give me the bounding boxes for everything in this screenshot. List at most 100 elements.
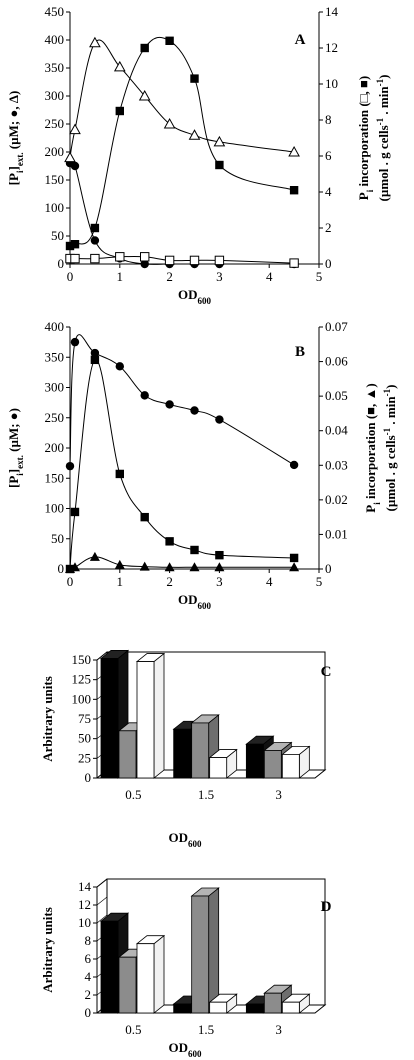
- data-point-filled-square: [140, 512, 149, 522]
- x-tick-label: 2: [166, 269, 173, 284]
- y-right-tick-label: 8: [325, 112, 332, 127]
- data-point-open-triangle: [113, 60, 126, 72]
- x-tick-label: 5: [316, 269, 323, 284]
- y-right-title-units-part: -1: [382, 388, 392, 396]
- y-right-tick-label: 6: [325, 148, 332, 163]
- y-tick-label: 50: [78, 731, 91, 746]
- x-tick-label: 0: [67, 574, 74, 589]
- y-axis-title: Arbitrary units: [40, 676, 55, 762]
- x-axis-title: OD600: [169, 830, 203, 849]
- y-right-tick-label: 12: [325, 40, 338, 55]
- panel-B: 0 1 2 3 4 505010015020025030035040000.010.020…: [6, 319, 398, 611]
- y-left-tick-label: 450: [45, 4, 65, 19]
- bar-black: [100, 920, 119, 1014]
- x-axis-title-part: 600: [198, 601, 212, 611]
- bar-white: [281, 1001, 300, 1014]
- data-point-filled-circle: [115, 362, 125, 371]
- y-right-tick-label: 0.05: [325, 388, 348, 403]
- data-point-filled-triangle: [214, 562, 225, 572]
- x-axis-title-part: OD: [178, 592, 198, 607]
- y-tick-label: 6: [85, 951, 92, 966]
- data-point-open-square: [214, 255, 225, 266]
- data-point-filled-circle: [65, 461, 75, 471]
- y-left-title-part: (µM; ●): [6, 408, 21, 455]
- y-left-title-part: ext.: [15, 152, 25, 166]
- y-tick-depth: [96, 878, 108, 888]
- y-left-tick-label: 250: [45, 410, 65, 425]
- y-right-tick-label: 0.04: [325, 423, 348, 438]
- x-axis-title-part: OD: [169, 1040, 189, 1055]
- bar-white: [209, 757, 228, 779]
- data-point-filled-circle: [140, 259, 149, 269]
- y-left-title-part: [P: [6, 173, 21, 185]
- x-axis-title: OD600: [178, 592, 212, 611]
- bar-gray: [118, 956, 137, 1014]
- x-tick-label: 1: [117, 269, 124, 284]
- y-right-title-part: P: [363, 505, 378, 513]
- bar-white: [281, 754, 300, 779]
- y-right-title-part: i: [372, 502, 382, 505]
- data-point-filled-triangle: [69, 562, 80, 572]
- bar-black: [173, 728, 192, 779]
- y-tick-label: 10: [78, 915, 91, 930]
- y-left-tick-label: 400: [45, 319, 65, 334]
- data-point-filled-square: [115, 106, 124, 116]
- y-tick-label: 12: [78, 897, 91, 912]
- panel-letter: A: [295, 32, 306, 48]
- data-point-open-square: [140, 252, 150, 262]
- data-point-open-square: [70, 253, 80, 264]
- y-right-tick-label: 0.06: [325, 354, 348, 369]
- y-axis-title: Arbitrary units: [40, 907, 55, 993]
- bar-gray: [191, 722, 210, 779]
- y-left-tick-label: 0: [58, 561, 65, 576]
- data-point-filled-square: [215, 160, 224, 170]
- data-point-open-triangle: [163, 117, 176, 129]
- data-point-filled-circle: [190, 406, 199, 415]
- y-right-title-units-part: . min: [383, 396, 398, 428]
- bar-white: [136, 661, 155, 779]
- series-line-filled-triangle: [69, 556, 295, 570]
- y-left-tick-label: 250: [45, 116, 65, 131]
- y-tick-label: 100: [72, 691, 92, 706]
- x-axis-title-part: 600: [198, 296, 212, 306]
- bar-side-white: [153, 934, 165, 1014]
- y-right-title-units-part: ): [376, 75, 391, 79]
- x-axis-title: OD600: [178, 287, 212, 306]
- data-point-filled-square: [90, 355, 100, 365]
- y-right-title-units-part: . min: [376, 86, 391, 118]
- y-left-title-part: ext.: [15, 455, 25, 469]
- y-left-tick-label: 350: [45, 349, 65, 364]
- y-left-tick-label: 50: [51, 228, 64, 243]
- y-right-title-part: incorporation (■, ▲): [363, 383, 378, 502]
- y-tick-label: 75: [78, 711, 91, 726]
- series-line-filled-square: [69, 359, 295, 570]
- y-left-tick-label: 0: [58, 256, 65, 271]
- y-tick-depth: [96, 896, 108, 906]
- y-left-title-part: ]: [6, 166, 21, 170]
- x-axis-title-part: OD: [178, 287, 198, 302]
- y-left-tick-label: 100: [45, 200, 65, 215]
- x-tick-label: 4: [266, 269, 273, 284]
- x-category-label: 3: [275, 787, 282, 802]
- y-right-title: Pi incorporation (□, ■): [356, 76, 375, 200]
- data-point-filled-square: [190, 74, 199, 83]
- y-right-title-units-part: ): [383, 385, 398, 389]
- y-right-title-units-part: -1: [382, 427, 392, 435]
- y-right-title-part: i: [365, 189, 375, 192]
- data-point-filled-circle: [70, 161, 80, 171]
- data-point-filled-square: [65, 241, 75, 251]
- panel-C: 0 25 50 75 100 125 150 0.5 1.5 3 C Arbitrary units O…: [40, 649, 331, 849]
- data-point-filled-circle: [165, 400, 174, 409]
- data-point-open-triangle: [69, 123, 81, 135]
- y-tick-label: 150: [72, 652, 92, 667]
- data-point-open-triangle: [89, 36, 101, 48]
- bar-side-white: [153, 652, 165, 779]
- y-left-tick-label: 200: [45, 144, 65, 159]
- y-right-title-part: P: [356, 192, 371, 200]
- y-left-title-part: [P: [6, 476, 21, 488]
- data-point-filled-square: [70, 507, 80, 517]
- data-point-filled-square: [115, 469, 124, 479]
- y-left-tick-label: 150: [45, 470, 65, 485]
- bar-gray: [191, 895, 210, 1014]
